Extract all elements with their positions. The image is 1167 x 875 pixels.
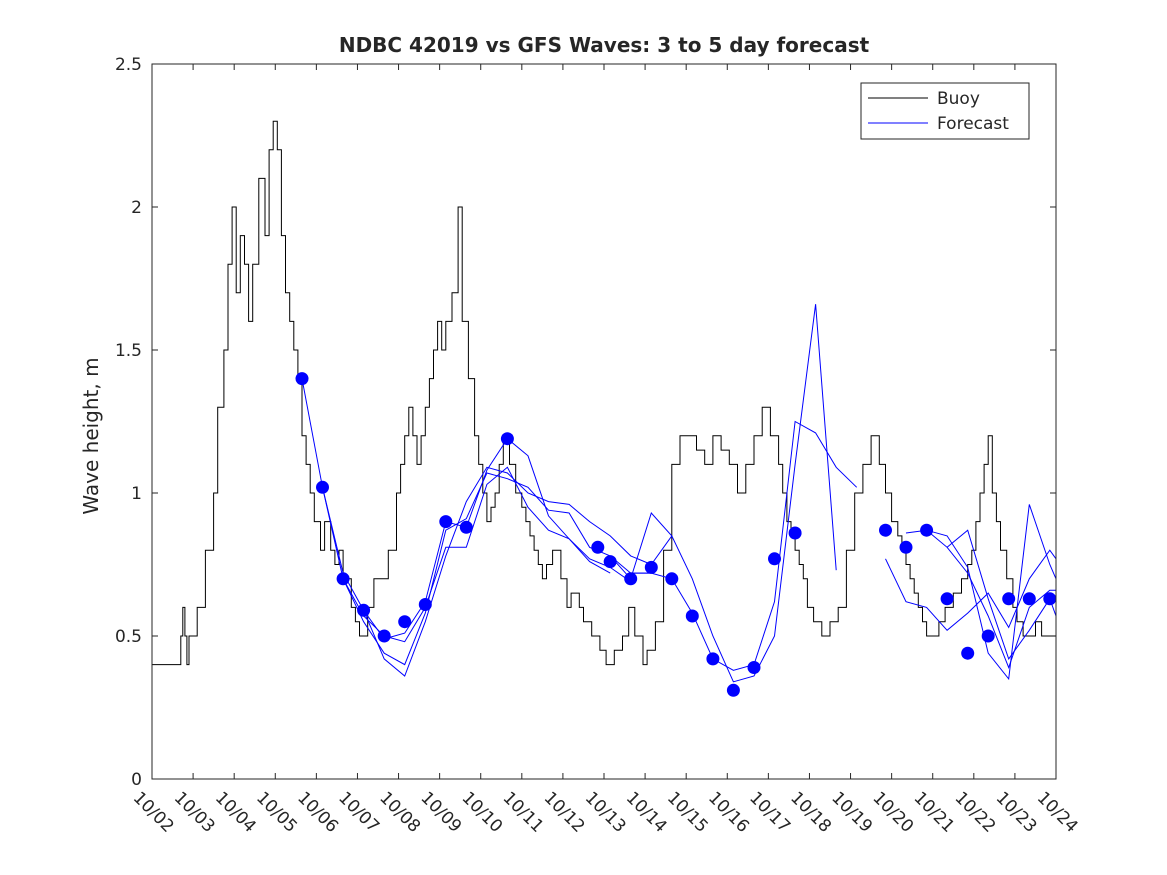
forecast-point [665, 572, 679, 586]
legend-label-forecast: Forecast [937, 114, 1009, 134]
legend: Buoy Forecast [860, 82, 1030, 140]
y-tick-label: 2 [131, 198, 142, 218]
forecast-point [961, 646, 975, 660]
forecast-point [644, 560, 658, 574]
buoy-series-line [152, 120, 1056, 666]
y-tick-label: 0 [131, 770, 142, 790]
forecast-point [357, 603, 371, 617]
forecast-point [788, 526, 802, 540]
forecast-point [879, 523, 892, 537]
forecast-point [418, 598, 432, 611]
forecast-point [747, 661, 761, 674]
forecast-point [920, 523, 934, 537]
forecast-point [899, 540, 913, 554]
forecast-point [336, 572, 350, 586]
forecast-point [1002, 592, 1016, 606]
forecast-point [500, 432, 514, 446]
forecast-point [295, 372, 309, 386]
forecast-point [398, 615, 412, 629]
forecast-point [624, 572, 638, 586]
plot-area [152, 120, 1057, 697]
y-tick-label: 1 [131, 484, 142, 504]
forecast-point [768, 552, 781, 566]
y-tick-label: 2.5 [115, 55, 142, 75]
forecast-point [726, 683, 740, 697]
axes-box [151, 63, 1057, 780]
forecast-point [685, 609, 699, 623]
forecast-point [1022, 592, 1036, 606]
y-tick-label: 1.5 [115, 341, 142, 361]
y-tick-labels: 0 0.5 1 1.5 2 2.5 [115, 55, 142, 790]
forecast-series-line [363, 466, 673, 677]
forecast-series-line [905, 504, 1057, 681]
forecast-point [981, 629, 995, 643]
forecast-point [459, 520, 473, 534]
forecast-series-line [885, 549, 1057, 631]
forecast-point [603, 555, 617, 569]
y-tick-label: 0.5 [115, 627, 142, 647]
chart-title: NDBC 42019 vs GFS Waves: 3 to 5 day fore… [339, 33, 870, 57]
forecast-point [591, 540, 605, 554]
forecast-point [377, 629, 391, 643]
forecast-series-line [926, 529, 1056, 669]
forecast-point [940, 592, 954, 606]
forecast-point [706, 652, 720, 666]
forecast-point [1043, 592, 1057, 606]
legend-label-buoy: Buoy [937, 89, 980, 109]
y-axis-label: Wave height, m [79, 357, 103, 514]
forecast-series-line [301, 378, 611, 643]
legend-box [860, 82, 1030, 140]
forecast-series-line [609, 304, 837, 683]
forecast-point [316, 480, 329, 494]
forecast-point [439, 515, 453, 529]
forecast-series-line [322, 437, 631, 640]
